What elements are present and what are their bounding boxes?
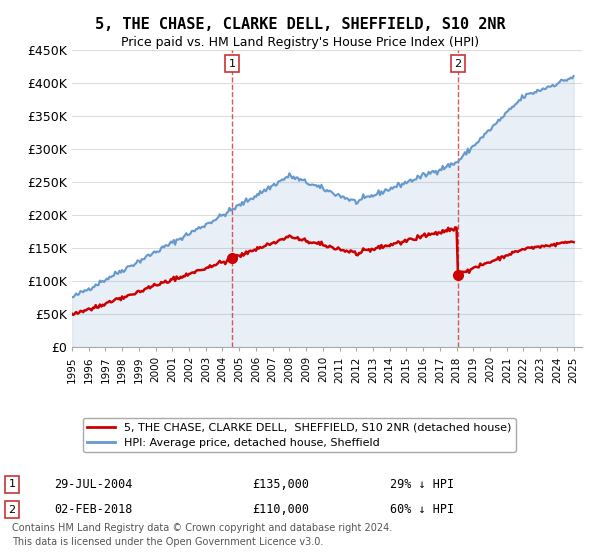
Text: Contains HM Land Registry data © Crown copyright and database right 2024.
This d: Contains HM Land Registry data © Crown c… [12,523,392,547]
Text: Price paid vs. HM Land Registry's House Price Index (HPI): Price paid vs. HM Land Registry's House … [121,36,479,49]
Text: 2: 2 [454,59,461,68]
Text: 1: 1 [229,59,236,68]
Text: 02-FEB-2018: 02-FEB-2018 [54,503,133,516]
Text: £110,000: £110,000 [252,503,309,516]
Text: 29-JUL-2004: 29-JUL-2004 [54,478,133,491]
Text: 60% ↓ HPI: 60% ↓ HPI [390,503,454,516]
Text: 5, THE CHASE, CLARKE DELL, SHEFFIELD, S10 2NR: 5, THE CHASE, CLARKE DELL, SHEFFIELD, S1… [95,17,505,32]
Text: 29% ↓ HPI: 29% ↓ HPI [390,478,454,491]
Text: 1: 1 [8,479,16,489]
Legend: 5, THE CHASE, CLARKE DELL,  SHEFFIELD, S10 2NR (detached house), HPI: Average pr: 5, THE CHASE, CLARKE DELL, SHEFFIELD, S1… [83,418,515,452]
Text: £135,000: £135,000 [252,478,309,491]
Text: 2: 2 [8,505,16,515]
